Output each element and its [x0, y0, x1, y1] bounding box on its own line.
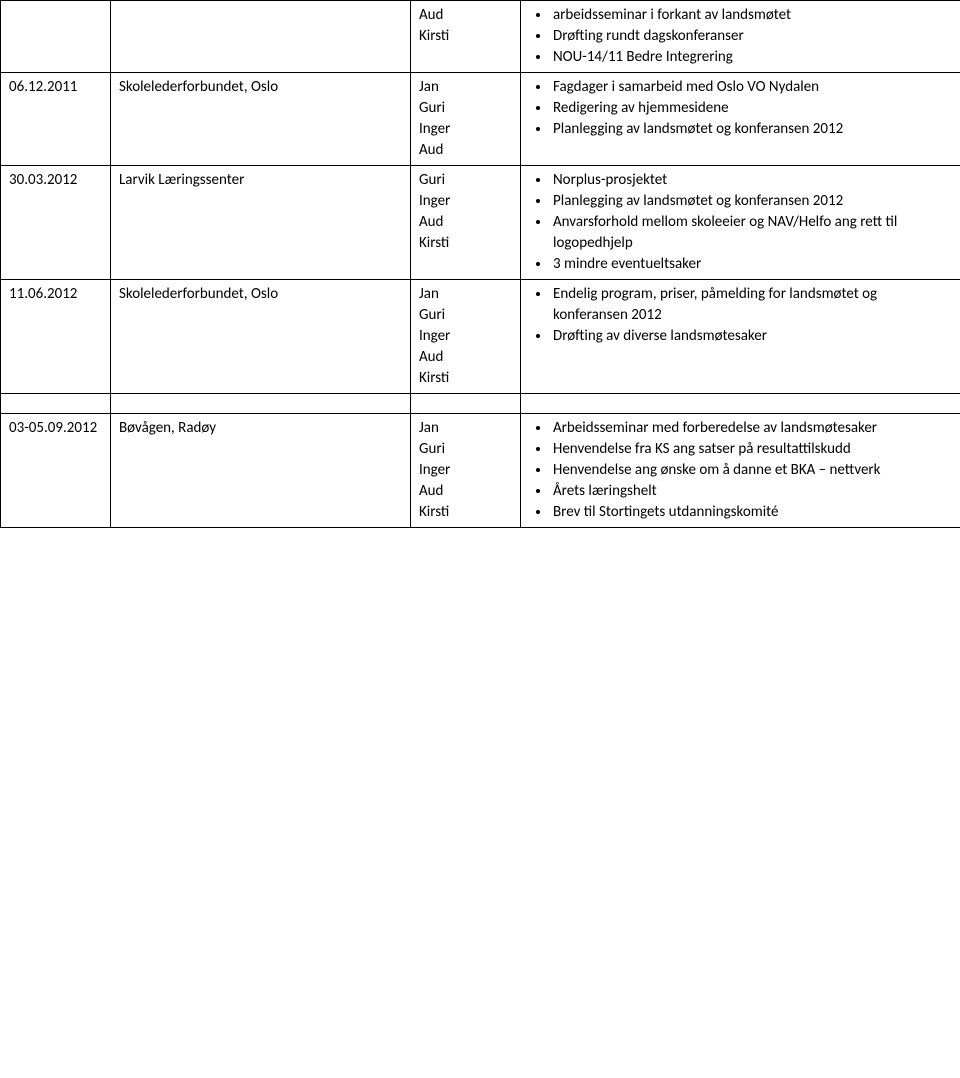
- cell-people: GuriIngerAudKirsti: [411, 166, 521, 280]
- notes-list-item: Anvarsforhold mellom skoleeier og NAV/He…: [551, 212, 952, 254]
- cell-people: JanGuriIngerAud: [411, 73, 521, 166]
- notes-list-item: Endelig program, priser, påmelding for l…: [551, 284, 952, 326]
- cell-place: Bøvågen, Radøy: [111, 414, 411, 528]
- notes-list-item: arbeidsseminar i forkant av landsmøtet: [551, 5, 952, 26]
- notes-list-item: Planlegging av landsmøtet og konferansen…: [551, 119, 952, 140]
- notes-list: Fagdager i samarbeid med Oslo VO Nydalen…: [529, 77, 952, 140]
- cell-date: [1, 1, 111, 73]
- notes-list-item: Norplus-prosjektet: [551, 170, 952, 191]
- notes-list-item: Arbeidsseminar med forberedelse av lands…: [551, 418, 952, 439]
- cell-notes: arbeidsseminar i forkant av landsmøtetDr…: [521, 1, 960, 73]
- notes-list-item: NOU-14/11 Bedre Integrering: [551, 47, 952, 68]
- table-row: 06.12.2011Skolelederforbundet, OsloJanGu…: [1, 73, 960, 166]
- cell-people: AudKirsti: [411, 1, 521, 73]
- table-row: 30.03.2012Larvik LæringssenterGuriIngerA…: [1, 166, 960, 280]
- cell-notes: Norplus-prosjektetPlanlegging av landsmø…: [521, 166, 960, 280]
- cell-notes: Endelig program, priser, påmelding for l…: [521, 280, 960, 394]
- notes-list: Arbeidsseminar med forberedelse av lands…: [529, 418, 952, 523]
- notes-list-item: Drøfting av diverse landsmøtesaker: [551, 326, 952, 347]
- notes-list: arbeidsseminar i forkant av landsmøtetDr…: [529, 5, 952, 68]
- notes-list-item: Henvendelse fra KS ang satser på resulta…: [551, 439, 952, 460]
- cell-place: Larvik Læringssenter: [111, 166, 411, 280]
- spacer-row: [1, 394, 960, 414]
- cell-place: Skolelederforbundet, Oslo: [111, 280, 411, 394]
- cell-date: 06.12.2011: [1, 73, 111, 166]
- notes-list-item: Drøfting rundt dagskonferanser: [551, 26, 952, 47]
- empty-cell: [411, 394, 521, 414]
- notes-list: Endelig program, priser, påmelding for l…: [529, 284, 952, 347]
- empty-cell: [111, 394, 411, 414]
- table-row: AudKirstiarbeidsseminar i forkant av lan…: [1, 1, 960, 73]
- cell-notes: Fagdager i samarbeid med Oslo VO Nydalen…: [521, 73, 960, 166]
- empty-cell: [521, 394, 960, 414]
- cell-people: JanGuriIngerAudKirsti: [411, 414, 521, 528]
- notes-list-item: Planlegging av landsmøtet og konferansen…: [551, 191, 952, 212]
- cell-date: 03-05.09.2012: [1, 414, 111, 528]
- meetings-table: AudKirstiarbeidsseminar i forkant av lan…: [0, 0, 960, 528]
- cell-place: [111, 1, 411, 73]
- cell-notes: Arbeidsseminar med forberedelse av lands…: [521, 414, 960, 528]
- table-row: 11.06.2012Skolelederforbundet, OsloJanGu…: [1, 280, 960, 394]
- notes-list-item: Brev til Stortingets utdanningskomité: [551, 502, 952, 523]
- notes-list-item: Henvendelse ang ønske om å danne et BKA …: [551, 460, 952, 481]
- notes-list-item: Årets læringshelt: [551, 481, 952, 502]
- table-row: 03-05.09.2012Bøvågen, RadøyJanGuriIngerA…: [1, 414, 960, 528]
- notes-list: Norplus-prosjektetPlanlegging av landsmø…: [529, 170, 952, 275]
- notes-list-item: 3 mindre eventueltsaker: [551, 254, 952, 275]
- cell-place: Skolelederforbundet, Oslo: [111, 73, 411, 166]
- cell-people: JanGuriIngerAudKirsti: [411, 280, 521, 394]
- cell-date: 30.03.2012: [1, 166, 111, 280]
- empty-cell: [1, 394, 111, 414]
- cell-date: 11.06.2012: [1, 280, 111, 394]
- notes-list-item: Fagdager i samarbeid med Oslo VO Nydalen: [551, 77, 952, 98]
- notes-list-item: Redigering av hjemmesidene: [551, 98, 952, 119]
